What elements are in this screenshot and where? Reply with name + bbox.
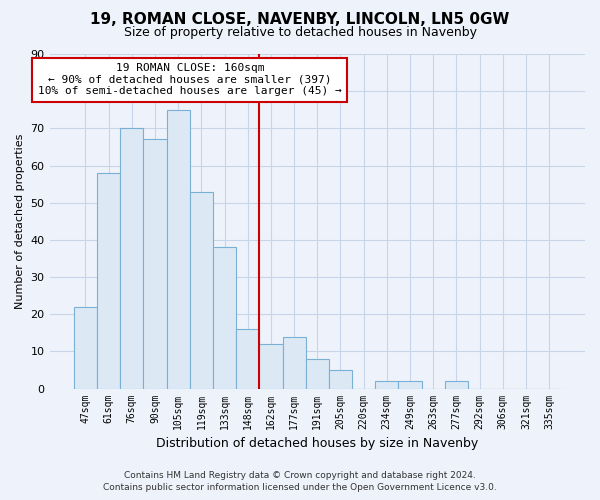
Y-axis label: Number of detached properties: Number of detached properties	[15, 134, 25, 309]
Text: Size of property relative to detached houses in Navenby: Size of property relative to detached ho…	[124, 26, 476, 39]
Bar	[305, 359, 329, 388]
X-axis label: Distribution of detached houses by size in Navenby: Distribution of detached houses by size …	[156, 437, 478, 450]
Bar	[120, 128, 143, 388]
Bar	[213, 248, 236, 388]
Bar	[97, 173, 120, 388]
Bar	[329, 370, 352, 388]
Bar	[283, 336, 305, 388]
Text: 19 ROMAN CLOSE: 160sqm
← 90% of detached houses are smaller (397)
10% of semi-de: 19 ROMAN CLOSE: 160sqm ← 90% of detached…	[38, 64, 341, 96]
Bar	[74, 307, 97, 388]
Bar	[259, 344, 283, 389]
Bar	[190, 192, 213, 388]
Text: 19, ROMAN CLOSE, NAVENBY, LINCOLN, LN5 0GW: 19, ROMAN CLOSE, NAVENBY, LINCOLN, LN5 0…	[91, 12, 509, 28]
Bar	[375, 381, 398, 388]
Bar	[143, 140, 167, 388]
Bar	[398, 381, 422, 388]
Bar	[236, 329, 259, 388]
Bar	[445, 381, 468, 388]
Text: Contains HM Land Registry data © Crown copyright and database right 2024.
Contai: Contains HM Land Registry data © Crown c…	[103, 471, 497, 492]
Bar	[167, 110, 190, 388]
